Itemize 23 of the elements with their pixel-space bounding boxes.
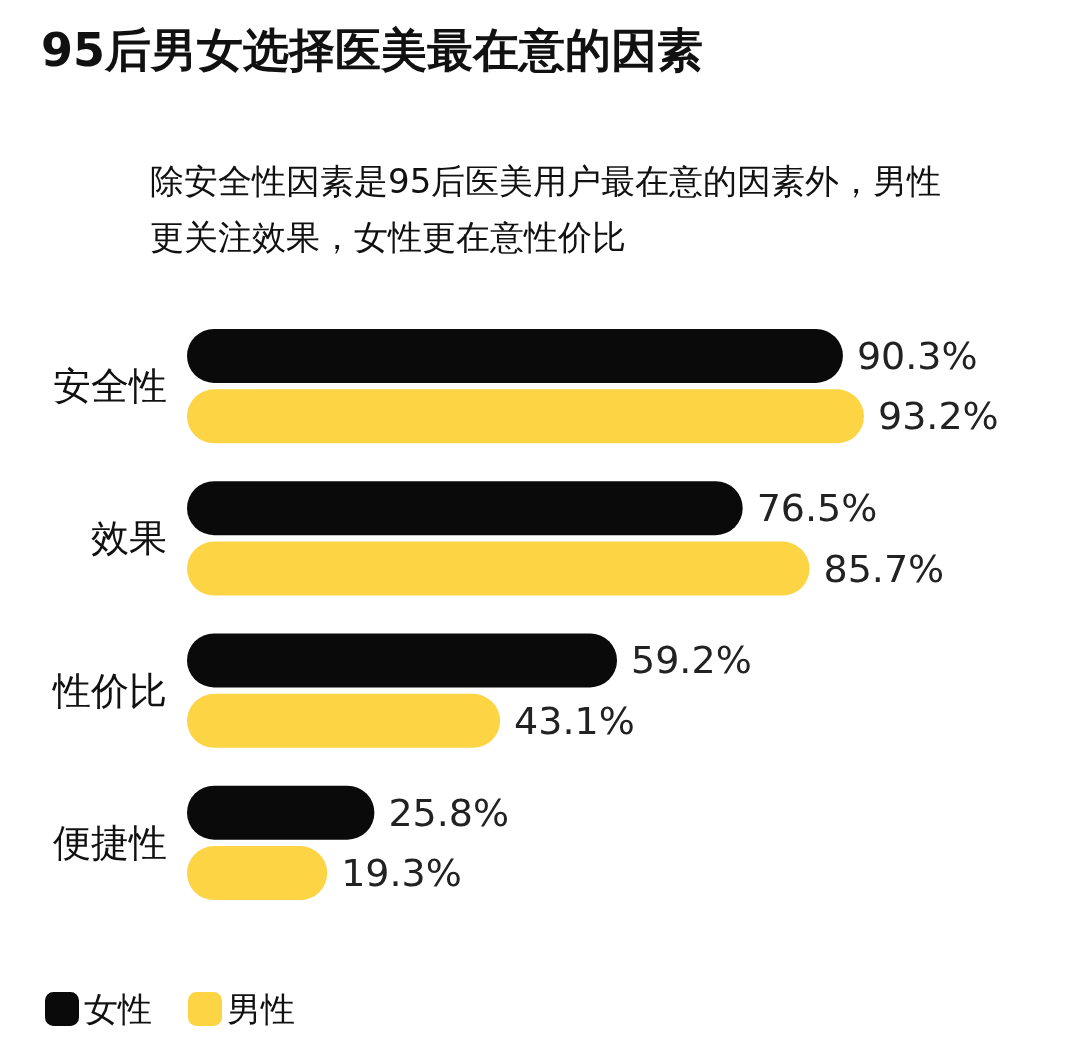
data-label: 90.3% — [856, 333, 978, 378]
bar — [187, 693, 501, 748]
bar — [187, 633, 618, 688]
bar — [187, 481, 743, 536]
bar — [187, 785, 375, 840]
data-label: 76.5% — [756, 486, 878, 531]
chart-subtitle: 除安全性因素是95后医美用户最在意的因素外，男性更关注效果，女性更在意性价比 — [150, 161, 942, 257]
y-tick-label: 性价比 — [52, 668, 167, 713]
data-label: 59.2% — [631, 638, 752, 683]
y-tick-label: 效果 — [91, 516, 167, 561]
data-label: 85.7% — [823, 546, 945, 591]
legend-label: 男性 — [227, 989, 295, 1029]
bar — [187, 389, 864, 444]
chart-title: 95后男女选择医美最在意的因素 — [41, 23, 704, 77]
y-tick-label: 便捷性 — [53, 820, 167, 865]
data-label: 43.1% — [514, 698, 635, 743]
data-label: 25.8% — [388, 790, 510, 835]
y-tick-label: 安全性 — [53, 364, 167, 409]
bar — [187, 541, 810, 596]
data-label: 93.2% — [877, 394, 999, 439]
bar — [187, 328, 843, 383]
data-label: 19.3% — [341, 851, 462, 896]
legend-label: 女性 — [84, 989, 152, 1029]
